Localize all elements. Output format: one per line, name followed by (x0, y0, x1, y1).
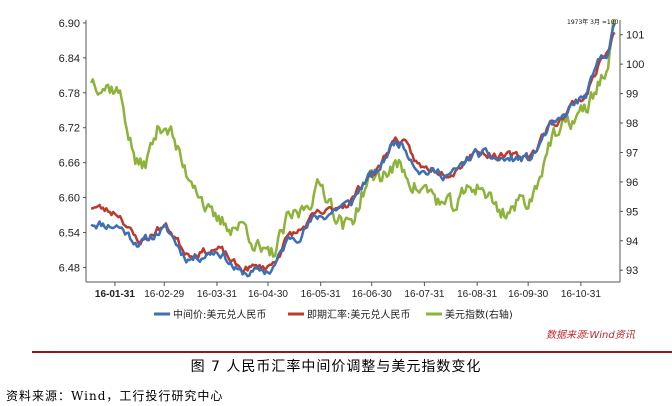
left-axis: 6.48 6.54 6.60 6.66 6.72 6.78 6.84 6.90 (59, 18, 86, 274)
right-tick-label: 97 (626, 147, 638, 159)
source-note: 数据来源:Wind资讯 (546, 329, 636, 341)
figure-caption: 图 7 人民币汇率中间价调整与美元指数变化 (190, 359, 482, 375)
right-tick-label: 95 (626, 206, 638, 218)
right-tick-label: 96 (626, 177, 638, 189)
legend-label-dxy: 美元指数(右轴) (445, 308, 513, 321)
right-tick-label: 99 (626, 89, 638, 101)
x-tick-label: 16-04-30 (248, 289, 288, 300)
left-tick-label: 6.48 (59, 262, 80, 274)
x-tick-label: 16-03-31 (197, 289, 237, 300)
x-tick-label: 16-01-31 (95, 289, 135, 300)
source-line: 资料来源：Wind，工行投行研究中心 (6, 389, 224, 403)
x-tick-label: 16-09-30 (508, 289, 548, 300)
right-axis: 93 94 95 96 97 98 99 100 101 (620, 30, 644, 277)
caption-divider (32, 351, 672, 353)
x-tick-label: 16-07-31 (404, 289, 444, 300)
x-tick-label: 16-02-29 (144, 289, 184, 300)
right-tick-label: 94 (626, 236, 638, 248)
legend-label-spot: 即期汇率:美元兑人民币 (307, 308, 410, 321)
x-axis: 16-01-31 16-02-29 16-03-31 16-04-30 16-05-31… (95, 282, 601, 300)
x-tick-label: 16-06-30 (352, 289, 392, 300)
right-tick-label: 100 (626, 59, 644, 71)
left-tick-label: 6.84 (59, 53, 80, 65)
left-tick-label: 6.72 (59, 123, 80, 135)
series-line-dxy (89, 18, 616, 258)
chart-canvas: 6.486.546.606.666.726.786.846.90 9394959… (59, 18, 645, 341)
right-tick-label: 98 (626, 118, 638, 130)
corner-note: 1973年 3月 =100 (567, 18, 619, 26)
right-tick-label: 101 (626, 30, 644, 42)
legend: 中间价:美元兑人民币 即期汇率:美元兑人民币 美元指数(右轴) (154, 308, 513, 321)
left-tick-label: 6.78 (59, 88, 80, 100)
plot-frame (85, 20, 621, 283)
x-tick-label: 16-10-31 (561, 289, 601, 300)
left-tick-label: 6.60 (59, 193, 80, 205)
left-tick-label: 6.66 (59, 158, 80, 170)
legend-label-central: 中间价:美元兑人民币 (173, 308, 266, 321)
series-layer (89, 18, 617, 278)
right-tick-label: 93 (626, 265, 638, 277)
left-tick-label: 6.54 (59, 228, 80, 240)
x-tick-label: 16-08-31 (457, 289, 497, 300)
series-line-central (90, 22, 617, 278)
left-tick-label: 6.90 (59, 18, 80, 30)
x-tick-label: 16-05-31 (301, 289, 341, 300)
